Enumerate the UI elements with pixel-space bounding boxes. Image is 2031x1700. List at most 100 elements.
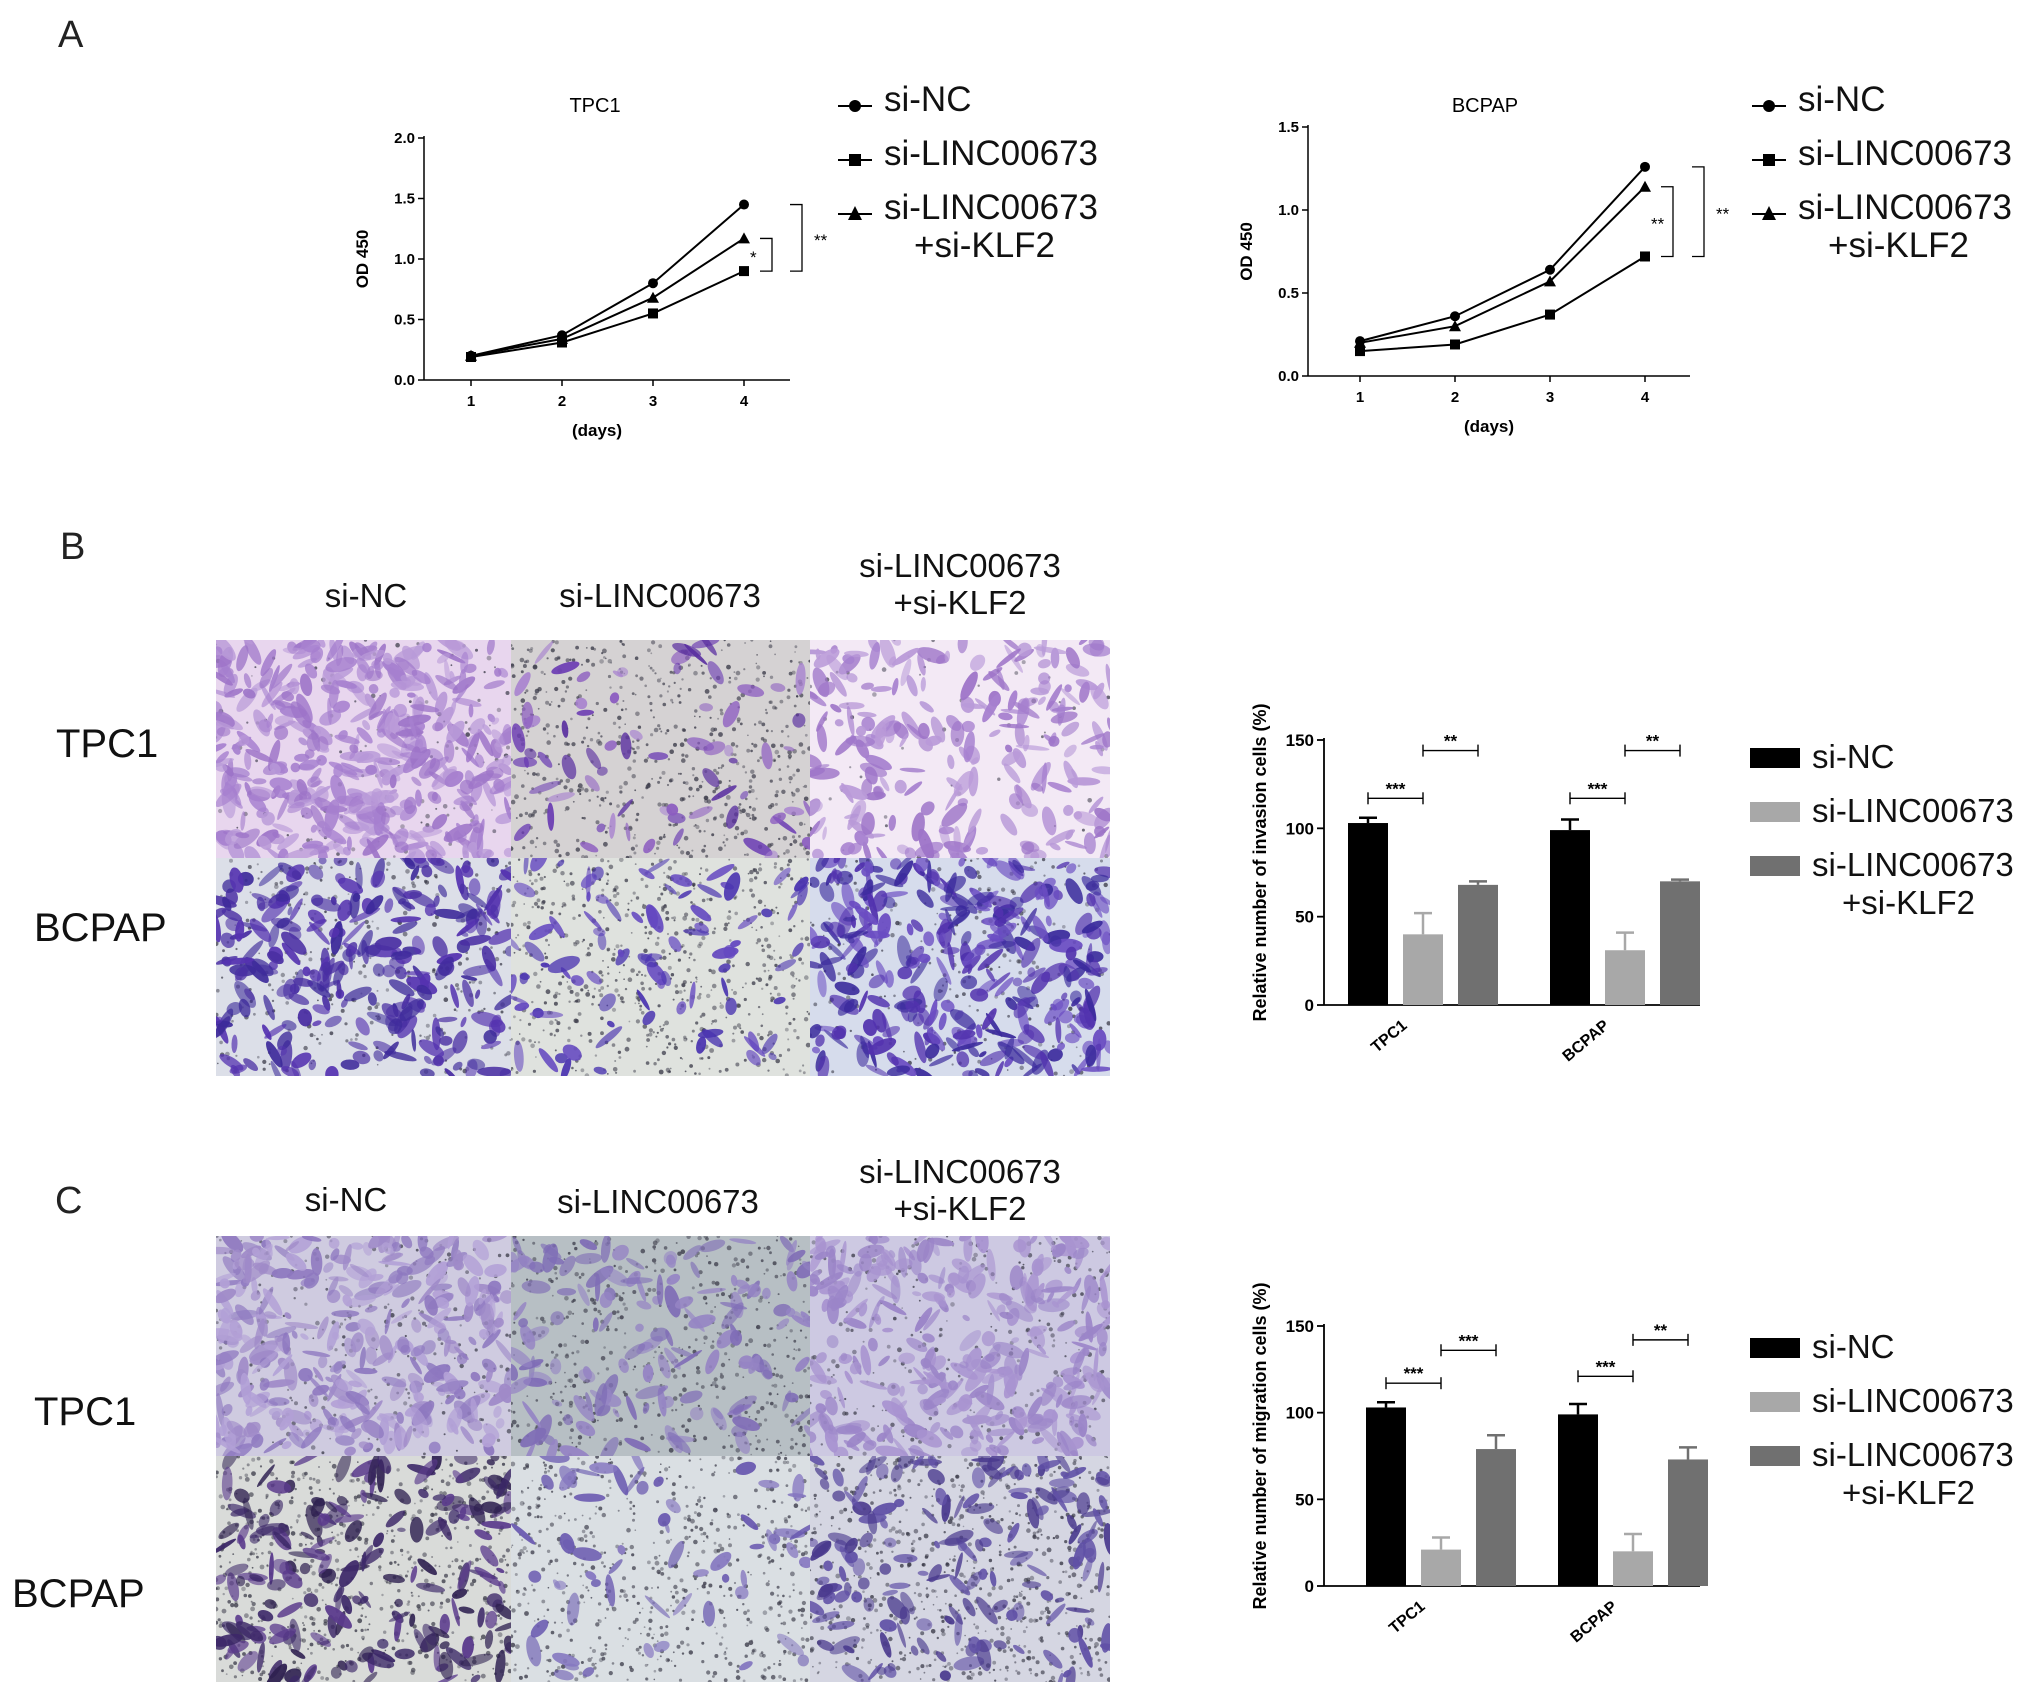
- pore-dot: [687, 1418, 692, 1423]
- pore-dot: [666, 783, 670, 787]
- stained-cell: [1064, 1032, 1080, 1044]
- pore-dot: [778, 768, 781, 771]
- stained-cell: [296, 693, 313, 723]
- stained-cell: [697, 1287, 726, 1294]
- pore-dot: [726, 959, 731, 965]
- pore-dot: [773, 986, 778, 990]
- stained-cell: [465, 916, 479, 934]
- pore-dot: [691, 917, 695, 922]
- pore-dot: [732, 1032, 735, 1035]
- stained-cell: [411, 935, 425, 955]
- pore-dot: [779, 867, 784, 871]
- stained-cell: [258, 864, 284, 887]
- pore-dot: [511, 663, 515, 669]
- stained-cell: [519, 973, 530, 981]
- pore-dot: [681, 1424, 685, 1428]
- pore-dot: [678, 1346, 681, 1349]
- pore-dot: [794, 985, 796, 987]
- stained-cell: [216, 751, 229, 764]
- pore-dot: [881, 667, 887, 672]
- pore-dot: [424, 700, 429, 704]
- pore-dot: [532, 695, 537, 701]
- stained-cell: [216, 743, 227, 754]
- pore-dot: [321, 1033, 323, 1036]
- stained-cell: [229, 867, 244, 893]
- stained-cell: [243, 1058, 259, 1072]
- pore-dot: [455, 746, 459, 750]
- pore-dot: [664, 1020, 669, 1026]
- pore-dot: [620, 1000, 623, 1003]
- pore-dot: [844, 864, 848, 868]
- stained-cell: [1034, 886, 1048, 900]
- pore-dot: [667, 866, 673, 871]
- pore-dot: [1079, 1054, 1082, 1058]
- stained-cell: [643, 838, 656, 854]
- pore-dot: [367, 1389, 371, 1393]
- pore-dot: [684, 781, 689, 785]
- stained-cell: [822, 826, 827, 841]
- pore-dot: [733, 753, 737, 757]
- pore-dot: [1068, 1006, 1073, 1011]
- pore-dot: [512, 1410, 516, 1414]
- pore-dot: [340, 1008, 345, 1013]
- pore-dot: [749, 877, 754, 883]
- pore-dot: [609, 686, 612, 689]
- stained-cell: [706, 864, 735, 881]
- pore-dot: [635, 711, 640, 717]
- stained-cell: [583, 911, 602, 930]
- pore-dot: [564, 933, 569, 938]
- pore-dot: [903, 1050, 905, 1053]
- pore-dot: [751, 816, 757, 821]
- pore-dot: [325, 1278, 328, 1281]
- pore-dot: [554, 991, 559, 996]
- significance-label: ***: [1588, 779, 1608, 798]
- pore-dot: [661, 949, 666, 954]
- data-point: [1544, 275, 1556, 287]
- pore-dot: [633, 851, 637, 855]
- pore-dot: [511, 1401, 513, 1405]
- pore-dot: [976, 858, 980, 860]
- chart-title: TPC1: [569, 95, 620, 117]
- pore-dot: [671, 1409, 674, 1412]
- stained-cell: [216, 762, 228, 772]
- pore-dot: [662, 1027, 664, 1030]
- pore-dot: [624, 723, 626, 725]
- pore-dot: [596, 795, 599, 798]
- pore-dot: [535, 1316, 539, 1320]
- stained-cell: [605, 899, 622, 922]
- pore-dot: [693, 670, 698, 676]
- stained-cell: [905, 1000, 921, 1013]
- stained-cell: [485, 766, 504, 779]
- stained-cell: [721, 977, 729, 997]
- stained-cell: [350, 1332, 364, 1353]
- pore-dot: [682, 915, 688, 921]
- stained-cell: [289, 678, 300, 695]
- pore-dot: [579, 792, 582, 796]
- stained-cell: [918, 828, 934, 858]
- stained-cell: [433, 895, 440, 908]
- stained-cell: [262, 1288, 283, 1316]
- stained-cell: [842, 654, 855, 665]
- column-header-line1: si-LINC00673: [859, 1153, 1061, 1190]
- stained-cell: [770, 812, 786, 825]
- stained-cell: [452, 1061, 463, 1071]
- growth-legend-bcpap: si-NC si-LINC00673 si-LINC00673 +si-KLF2: [1750, 80, 2020, 280]
- pore-dot: [775, 906, 778, 909]
- pore-dot: [725, 838, 729, 841]
- pore-dot: [348, 876, 351, 879]
- stained-cell: [968, 808, 982, 833]
- pore-dot: [798, 835, 801, 838]
- pore-dot: [769, 700, 773, 704]
- pore-dot: [756, 1324, 761, 1330]
- pore-dot: [757, 759, 760, 763]
- pore-dot: [591, 662, 596, 667]
- pore-dot: [617, 1316, 620, 1320]
- stained-cell: [513, 1040, 524, 1072]
- stained-cell: [528, 923, 555, 941]
- stained-cell: [302, 1236, 322, 1242]
- pore-dot: [716, 1236, 721, 1239]
- pore-dot: [751, 981, 756, 986]
- pore-dot: [742, 765, 746, 769]
- pore-dot: [648, 665, 651, 667]
- pore-dot: [723, 926, 728, 931]
